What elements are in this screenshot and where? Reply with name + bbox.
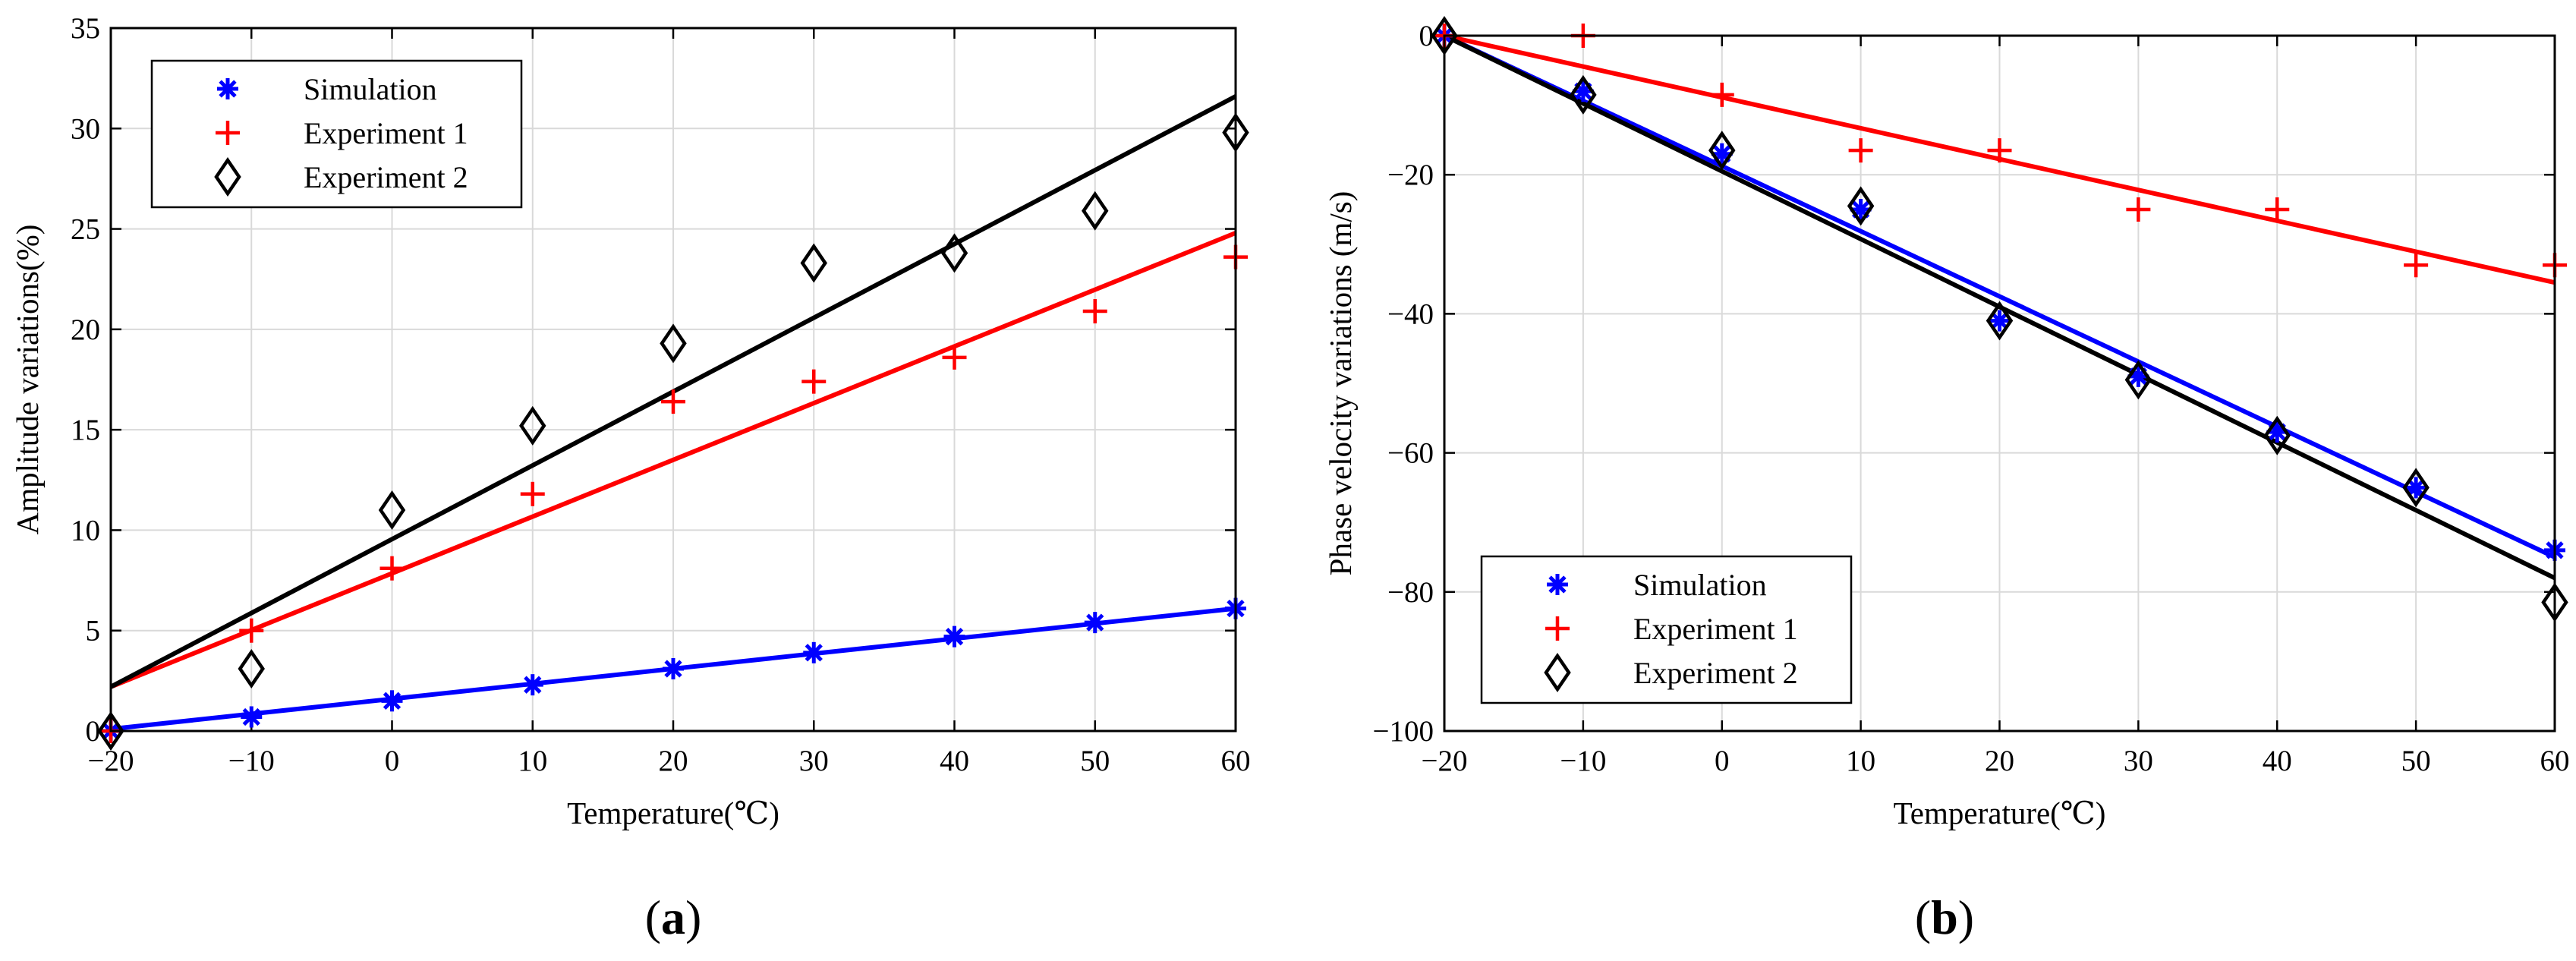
point-experiment-2 — [1986, 301, 2014, 341]
chart-a: −20 −10 0 10 20 30 40 50 6005101520253035Tempera… — [10, 12, 1251, 944]
point-experiment-1 — [2265, 197, 2290, 222]
point-experiment-2 — [519, 405, 546, 446]
point-experiment-1 — [1987, 138, 2012, 163]
point-simulation — [1989, 310, 2011, 332]
y-tick-label: −40 — [1387, 298, 1434, 330]
y-tick-label: 0 — [86, 715, 101, 748]
point-experiment-1 — [1709, 82, 1734, 107]
y-axis-label: Amplitude variations(%) — [10, 225, 45, 535]
point-simulation — [241, 706, 263, 728]
legend-marker-experiment-1 — [1545, 616, 1570, 641]
y-tick-label: −20 — [1387, 159, 1434, 191]
chart-b: −20 −10 0 10 20 30 40 50 60−100−80−60−40−200Temp… — [1323, 16, 2570, 944]
x-tick-label: 30 — [2124, 745, 2153, 777]
axes-box — [1443, 34, 2556, 733]
x-axis-label: Temperature(℃) — [1894, 796, 2106, 830]
legend-label: Experiment 1 — [1633, 612, 1798, 646]
x-tick-label: −20 — [1422, 745, 1468, 777]
point-experiment-2 — [97, 711, 124, 751]
legend-marker-experiment-1 — [216, 121, 240, 145]
legend-label: Experiment 2 — [1633, 656, 1798, 690]
point-experiment-1 — [2404, 253, 2429, 278]
point-experiment-1 — [379, 556, 405, 581]
point-experiment-2 — [1708, 131, 1736, 171]
point-simulation — [2405, 477, 2427, 499]
point-experiment-2 — [238, 648, 265, 688]
point-experiment-2 — [2124, 360, 2152, 400]
y-tick-label: −80 — [1387, 576, 1434, 609]
x-axis-label: Temperature(℃) — [567, 796, 779, 830]
y-tick-label: 15 — [71, 414, 100, 446]
point-experiment-1 — [239, 618, 264, 643]
point-simulation — [1084, 612, 1106, 634]
x-tick-label: −10 — [228, 745, 275, 777]
point-experiment-2 — [1847, 186, 1875, 226]
x-tick-label: 20 — [659, 745, 688, 777]
y-tick-label: 10 — [71, 514, 100, 547]
x-tick-label: 50 — [1080, 745, 1110, 777]
y-tick-label: 30 — [71, 112, 100, 145]
x-tick-label: 50 — [2401, 745, 2431, 777]
x-tick-label: 10 — [1846, 745, 1875, 777]
point-experiment-1 — [2126, 197, 2151, 222]
point-simulation — [381, 690, 403, 712]
point-experiment-1 — [661, 389, 685, 414]
legend-label: Experiment 1 — [304, 116, 468, 150]
panel-letter: b — [1931, 890, 1958, 944]
y-tick-label: 5 — [86, 615, 101, 647]
point-simulation — [803, 641, 825, 663]
point-experiment-2 — [660, 323, 687, 364]
point-experiment-1 — [801, 369, 827, 394]
legend: Simulation Experiment 1 Experiment 2 — [1480, 555, 1853, 704]
y-tick-label: 0 — [1419, 20, 1434, 52]
legend-box — [1480, 555, 1853, 704]
point-experiment-1 — [520, 481, 545, 506]
x-tick-label: 60 — [1221, 745, 1251, 777]
x-tick-label: −10 — [1560, 745, 1606, 777]
x-tick-label: 0 — [1715, 745, 1730, 777]
point-experiment-1 — [942, 345, 967, 370]
legend-marker-simulation — [1547, 574, 1568, 595]
legend-marker-experiment-2 — [214, 157, 241, 197]
y-tick-label: 20 — [71, 314, 100, 346]
point-experiment-2 — [940, 233, 968, 273]
axes-box — [109, 27, 1237, 733]
legend-marker-simulation — [217, 78, 238, 99]
point-experiment-2 — [1082, 191, 1109, 231]
point-experiment-2 — [2263, 415, 2291, 455]
panel-label: (b) — [1915, 890, 1974, 944]
x-tick-label: 10 — [518, 745, 547, 777]
fit-line-simulation — [1443, 33, 2556, 559]
point-experiment-2 — [378, 490, 406, 530]
x-tick-label: 30 — [799, 745, 829, 777]
point-simulation — [521, 674, 543, 696]
legend-label: Simulation — [1633, 568, 1767, 602]
fit-line-experiment-1 — [109, 231, 1237, 689]
y-axis-label: Phase velocity variations (m/s) — [1323, 191, 1358, 576]
point-simulation — [663, 657, 684, 679]
y-tick-label: −60 — [1387, 437, 1434, 470]
legend-marker-experiment-2 — [1544, 653, 1571, 692]
x-tick-label: 40 — [940, 745, 969, 777]
legend-label: Simulation — [304, 72, 437, 106]
panel-letter: a — [661, 890, 685, 944]
point-experiment-1 — [1082, 299, 1107, 324]
x-tick-label: 0 — [385, 745, 400, 777]
point-experiment-2 — [800, 243, 827, 283]
x-tick-label: 40 — [2263, 745, 2292, 777]
x-tick-label: 20 — [1985, 745, 2014, 777]
y-tick-label: 25 — [71, 213, 100, 246]
x-tick-label: 60 — [2540, 745, 2570, 777]
legend: Simulation Experiment 1 Experiment 2 — [150, 59, 523, 209]
point-experiment-2 — [2402, 468, 2430, 508]
legend-label: Experiment 2 — [304, 160, 468, 194]
point-experiment-1 — [1848, 138, 1873, 163]
point-simulation — [943, 625, 965, 647]
point-experiment-2 — [1570, 74, 1597, 115]
panel-label: (a) — [645, 890, 702, 944]
y-tick-label: 35 — [71, 12, 100, 45]
y-tick-label: −100 — [1373, 715, 1434, 748]
legend-box — [150, 59, 523, 209]
